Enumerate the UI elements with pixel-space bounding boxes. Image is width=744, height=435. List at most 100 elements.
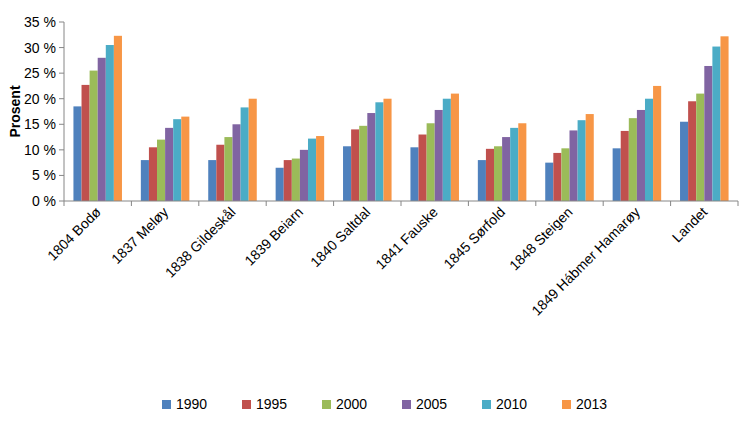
bar <box>90 71 98 201</box>
bar <box>518 123 526 201</box>
legend: 199019952000200520102013 <box>162 396 607 412</box>
x-tick <box>670 201 671 206</box>
bar <box>621 131 629 201</box>
x-tick <box>603 201 604 206</box>
bar <box>367 113 375 201</box>
y-tick <box>59 201 64 202</box>
chart: 0 %5 %10 %15 %20 %25 %30 %35 %1804 Bodø1… <box>0 0 744 435</box>
x-tick-label: 1849 Hábmer Hamarøy <box>528 204 643 319</box>
y-tick-label: 20 % <box>24 91 56 107</box>
x-tick <box>401 201 402 206</box>
bar <box>284 160 292 201</box>
bar <box>73 106 81 201</box>
y-tick <box>59 22 64 23</box>
x-tick <box>266 201 267 206</box>
legend-label: 1990 <box>176 396 207 412</box>
bar <box>688 101 696 201</box>
legend-label: 2005 <box>416 396 447 412</box>
bar <box>343 146 351 201</box>
y-tick <box>59 175 64 176</box>
bar <box>645 99 653 201</box>
bar <box>545 163 553 201</box>
bar <box>224 137 232 201</box>
y-tick <box>59 149 64 150</box>
x-tick-label: 1839 Beiarn <box>241 204 306 269</box>
bar <box>586 114 594 201</box>
bar <box>292 159 300 201</box>
x-tick <box>64 201 65 206</box>
x-tick-label: 1804 Bodø <box>44 203 104 263</box>
legend-label: 2010 <box>496 396 527 412</box>
y-tick <box>59 73 64 74</box>
legend-swatch <box>162 400 171 409</box>
bar <box>316 136 324 201</box>
bar <box>383 99 391 201</box>
x-tick <box>198 201 199 206</box>
bar <box>359 126 367 201</box>
bar <box>114 36 122 201</box>
bar <box>410 147 418 201</box>
bar <box>613 148 621 201</box>
x-tick <box>468 201 469 206</box>
bar <box>704 66 712 201</box>
legend-swatch <box>562 400 571 409</box>
legend-swatch <box>402 400 411 409</box>
bars <box>73 36 728 201</box>
x-tick-label: 1840 Saltdal <box>307 204 373 270</box>
y-axis <box>64 22 65 201</box>
bar <box>478 160 486 201</box>
bar <box>351 129 359 201</box>
x-tick-label: 1848 Steigen <box>506 204 576 274</box>
bar <box>680 122 688 201</box>
bar <box>149 147 157 201</box>
bar <box>98 58 106 201</box>
bar <box>510 128 518 201</box>
bar <box>443 99 451 201</box>
y-axis-label: Prosent <box>7 85 23 137</box>
bar <box>570 130 578 201</box>
bar <box>141 160 149 201</box>
bar <box>208 160 216 201</box>
bar <box>578 120 586 201</box>
x-tick <box>333 201 334 206</box>
y-tick-label: 35 % <box>24 14 56 30</box>
y-tick <box>59 124 64 125</box>
bar <box>249 99 257 201</box>
bar <box>308 139 316 201</box>
bar <box>494 146 502 201</box>
bar <box>486 149 494 201</box>
bar <box>375 102 383 201</box>
bar <box>106 45 114 201</box>
y-tick-label: 0 % <box>32 193 56 209</box>
legend-swatch <box>322 400 331 409</box>
bar <box>696 94 704 201</box>
bar <box>181 117 189 201</box>
x-tick-label: 1845 Sørfold <box>440 204 508 272</box>
x-tick-label: 1837 Meløy <box>108 204 171 267</box>
y-tick-label: 10 % <box>24 142 56 158</box>
y-tick-label: 25 % <box>24 65 56 81</box>
x-tick <box>738 201 739 206</box>
bar <box>561 148 569 201</box>
y-tick-label: 15 % <box>24 116 56 132</box>
bar <box>419 135 427 201</box>
bar <box>435 110 443 201</box>
bar <box>637 110 645 201</box>
y-tick-label: 30 % <box>24 40 56 56</box>
bar <box>233 124 241 201</box>
bar <box>165 128 173 201</box>
bar <box>653 86 661 201</box>
y-tick <box>59 47 64 48</box>
x-tick-label: Landet <box>669 204 711 246</box>
bar <box>300 150 308 201</box>
bar <box>629 118 637 201</box>
legend-label: 1995 <box>256 396 287 412</box>
bar <box>82 85 90 201</box>
bar <box>157 140 165 201</box>
bar <box>427 123 435 201</box>
legend-swatch <box>482 400 491 409</box>
bar <box>241 107 249 201</box>
bar <box>502 137 510 201</box>
y-tick <box>59 98 64 99</box>
x-tick-label: 1838 Gildeskål <box>162 204 239 281</box>
